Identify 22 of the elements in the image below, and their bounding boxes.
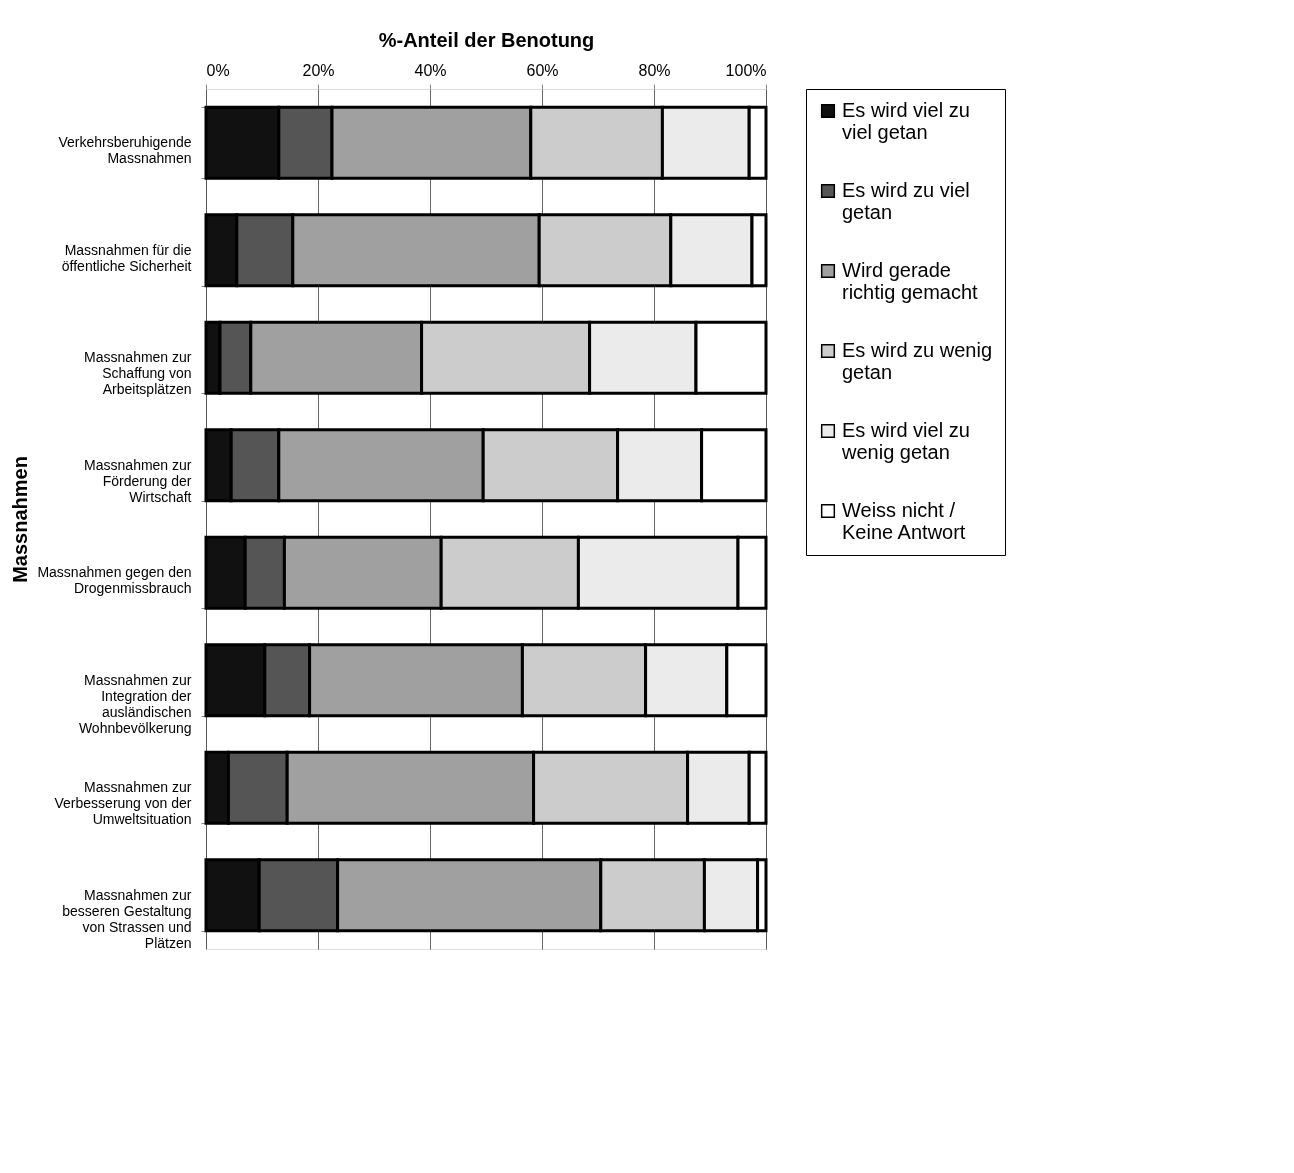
x-tick-label: 40%	[414, 61, 447, 79]
y-tick-label: Massnahmen zur Förderung der Wirtschaft	[84, 456, 192, 505]
legend-label: Es wird zu viel getan	[842, 179, 970, 223]
chart-title: %-Anteil der Benotung	[378, 28, 595, 51]
x-tick-label: 20%	[302, 61, 335, 79]
legend-label: Weiss nicht / Keine Antwort	[842, 499, 966, 543]
x-tick-label: 80%	[638, 61, 671, 79]
y-axis-title: Massnahmen	[9, 456, 32, 583]
legend-label: Es wird zu wenig getan	[842, 339, 993, 383]
y-tick-label: Massnahmen zur Schaffung von Arbeitsplätzen	[84, 349, 192, 398]
legend-label: Es wird viel zu viel getan	[842, 99, 970, 143]
y-tick-label: Verkehrsberuhigende Massnahmen	[58, 134, 192, 167]
y-tick-label: Massnahmen zur Verbesserung von der Umweltsituation	[54, 779, 192, 828]
legend-label: Es wird viel zu wenig getan	[841, 419, 970, 463]
x-tick-label: 0%	[206, 61, 230, 79]
x-tick-label: 60%	[526, 61, 559, 79]
y-tick-label: Massnahmen gegen den Drogenmissbrauch	[37, 564, 192, 597]
y-tick-label: Massnahmen für die öffentliche Sicherheit	[61, 241, 192, 274]
y-tick-label: Massnahmen zur besseren Gestaltung von Strassen und Plätzen	[62, 886, 192, 951]
y-tick-label: Massnahmen zur Integration der ausländischen Wohnbevölkerung	[78, 671, 192, 736]
x-tick-label: 100%	[725, 61, 767, 79]
legend-label: Wird gerade richtig gemacht	[842, 259, 979, 303]
